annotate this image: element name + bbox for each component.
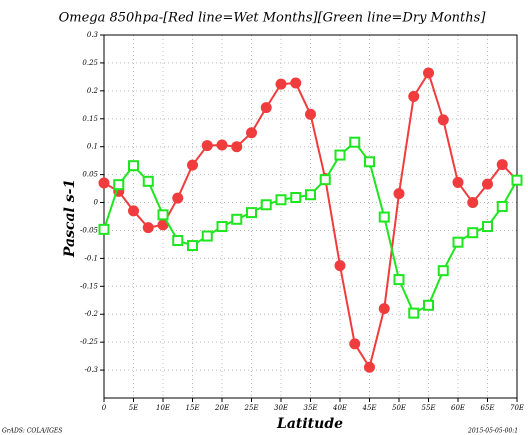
marker [349,136,361,148]
y-tick-label: -0.3 [85,366,99,374]
marker [364,361,375,373]
marker [172,235,184,247]
marker [128,205,139,217]
x-tick-label: 50E [392,404,406,412]
marker [113,179,125,191]
x-tick-label: 15E [185,404,199,412]
y-tick-label: 0.15 [82,115,98,123]
marker [216,221,228,233]
marker [246,127,257,139]
marker [408,90,420,102]
marker [408,307,420,319]
marker [275,194,287,206]
marker [467,197,479,209]
marker [157,219,169,231]
marker [423,67,434,79]
marker [187,159,198,171]
marker [349,338,361,350]
y-tick-label: -0.05 [80,226,98,234]
marker [231,141,243,153]
marker [187,240,198,252]
marker [437,265,449,277]
y-tick-label: 0.1 [87,143,98,151]
marker [334,149,346,161]
marker [260,199,272,211]
marker [231,213,243,225]
marker [260,102,272,114]
marker [378,303,390,315]
footer-left: GrADS: COLA/IGES [2,428,62,435]
marker [201,140,213,152]
y-tick-label: -0.2 [85,310,99,318]
marker [98,223,110,235]
y-tick-label: 0.3 [87,31,99,39]
x-tick-label: 20E [214,404,229,412]
plot-frame [103,34,518,399]
x-tick-label: 40E [332,404,347,412]
marker [275,78,287,90]
chart-title: Omega 850hpa-[Red line=Wet Months][Green… [59,11,487,26]
marker [157,209,169,221]
marker [452,236,464,248]
x-tick-label: 10E [156,404,170,412]
marker [319,174,331,186]
marker [305,108,316,120]
marker [378,211,390,223]
marker [393,188,405,200]
marker [128,160,139,172]
marker [452,176,464,188]
x-tick-label: 25E [243,404,258,412]
marker [290,192,302,204]
marker [334,260,346,272]
marker [172,192,184,204]
x-tick-label: 55E [421,404,435,412]
y-tick-label: 0 [94,199,99,207]
marker [423,299,434,311]
marker [142,175,154,187]
y-tick-label: 0.2 [87,87,99,95]
x-axis-label: Latitude [276,416,343,432]
marker [467,227,479,239]
marker [305,189,316,201]
x-tick-label: 70E [510,404,524,412]
y-tick-label: -0.25 [80,338,98,346]
y-tick-label: -0.1 [85,254,99,262]
marker [482,221,493,233]
x-tick-label: 60E [451,404,465,412]
x-tick-label: 35E [303,404,317,412]
marker [142,222,154,234]
marker [364,156,375,168]
marker [511,174,523,186]
x-tick-label: 30E [274,404,288,412]
marker [393,274,405,286]
marker [437,114,449,126]
x-tick-label: 65E [480,404,494,412]
x-tick-label: 5E [129,404,139,412]
marker [290,77,302,89]
marker [201,230,213,242]
y-tick-label: 0.05 [82,171,98,179]
y-axis-label: Pascal s-1 [62,179,78,258]
y-tick-label: 0.25 [82,59,98,67]
marker [246,207,257,219]
marker [216,139,228,151]
marker [482,178,493,190]
footer-right: 2015-05-05-00:1 [467,428,518,435]
x-tick-label: 0 [102,404,107,412]
y-tick-label: -0.15 [80,282,98,290]
marker [496,159,508,171]
marker [496,200,508,212]
x-tick-label: 45E [361,404,376,412]
marker [98,177,110,189]
